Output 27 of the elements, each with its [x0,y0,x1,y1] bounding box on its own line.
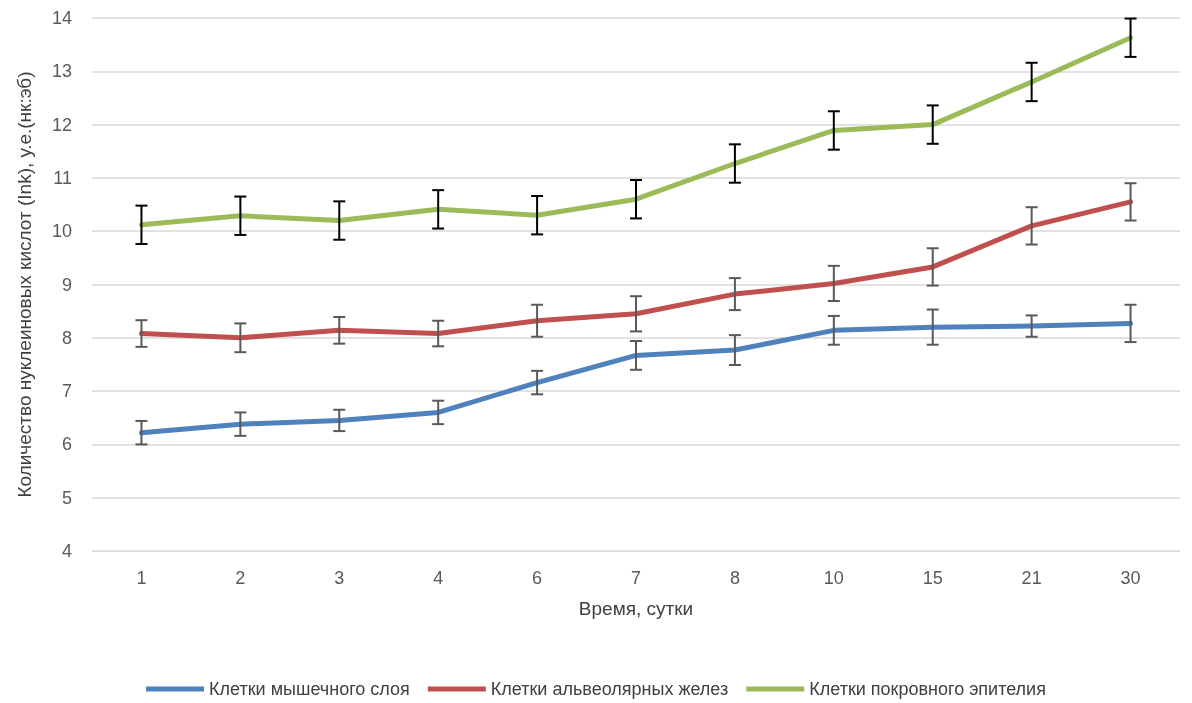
x-tick-label: 15 [922,568,943,588]
y-tick-label: 12 [51,114,72,135]
y-tick-label: 10 [51,221,72,242]
x-tick-label: 6 [532,568,543,588]
y-tick-label: 5 [61,487,72,508]
y-tick-label: 13 [51,61,72,82]
y-axis-title: Количество нуклеиновых кислот (Ink), у.е.(нк:эб) [14,71,35,498]
x-tick-label: 1 [136,568,147,588]
y-tick-label: 14 [51,8,72,28]
legend-label: Клетки мышечного слоя [209,679,410,699]
x-axis-title: Время, сутки [578,598,694,619]
y-tick-label: 7 [61,381,72,402]
x-tick-label: 10 [823,568,844,588]
x-tick-label: 8 [729,568,740,588]
x-tick-label: 30 [1120,568,1141,588]
x-tick-label: 21 [1021,568,1042,588]
x-tick-label: 4 [433,568,444,588]
y-tick-label: 8 [61,327,72,348]
x-tick-label: 3 [334,568,345,588]
legend-label: Клетки покровного эпителия [809,679,1046,699]
y-tick-label: 4 [61,541,72,561]
x-tick-label: 2 [235,568,246,588]
y-tick-label: 6 [61,434,72,455]
y-tick-label: 11 [53,167,72,188]
x-tick-label: 7 [630,568,642,588]
y-tick-label: 9 [61,274,72,295]
legend-label: Клетки альвеолярных желез [490,679,729,699]
